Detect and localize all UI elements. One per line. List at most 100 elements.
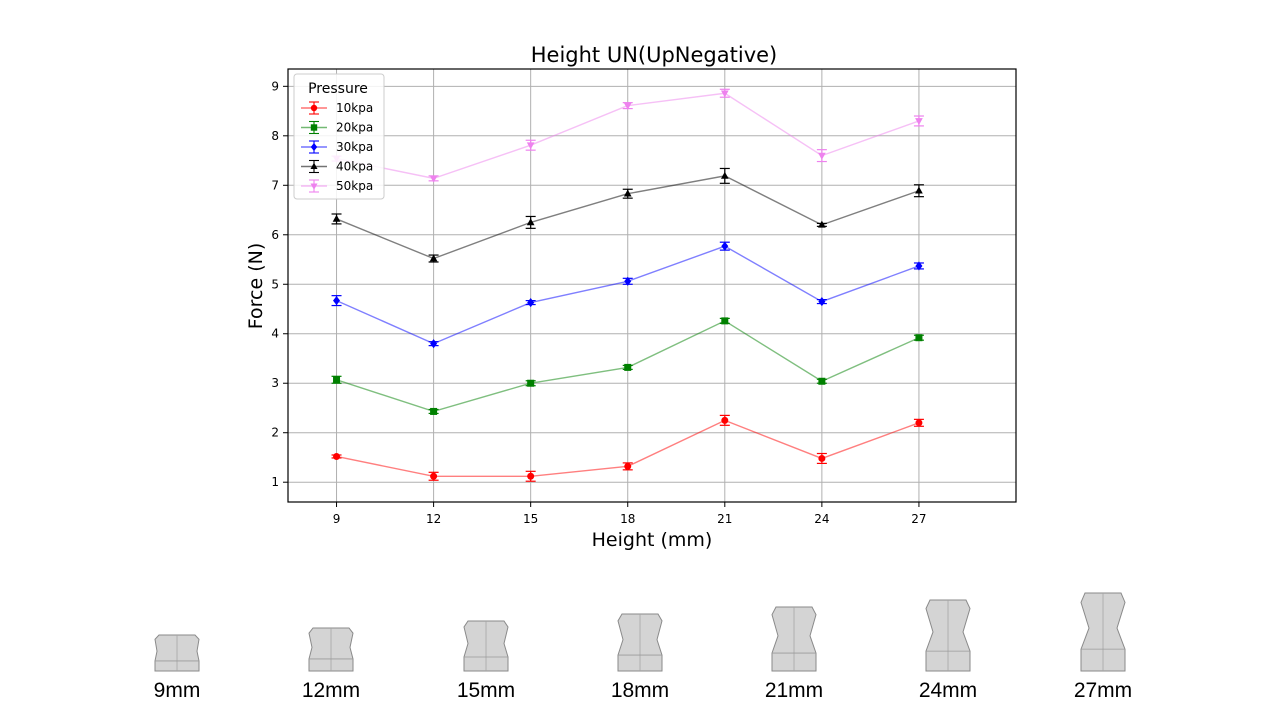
shape-label: 24mm [918,679,978,702]
data-point [527,472,535,480]
actuator-shape-icon [925,599,971,672]
legend-marker [310,183,318,190]
series-20kpa [331,317,924,415]
data-point [623,102,632,110]
series-10kpa [331,414,924,482]
shape-label: 15mm [456,679,516,702]
actuator-shape-icon [154,634,200,672]
legend-entry-30kpa: 30kpa [301,140,373,154]
data-point [429,175,438,183]
plot-frame [287,68,1017,503]
x-tick-label: 12 [426,512,441,526]
data-point [721,241,729,251]
y-tick-label: 9 [271,79,279,93]
data-point [624,462,632,470]
data-point [623,189,632,197]
height-shape-row: 9mm 12mm 15mm 18mm 21mm 24mm 27mm [0,585,1280,705]
data-point [915,261,923,271]
data-point [721,317,729,325]
shape-label: 18mm [610,679,670,702]
data-point [430,407,438,415]
x-tick-label: 27 [911,512,926,526]
x-tick-label: 21 [717,512,732,526]
data-point [915,419,923,427]
x-tick-label: 9 [333,512,341,526]
data-point [721,416,729,424]
data-point [430,472,438,480]
x-tick-label: 24 [814,512,829,526]
legend-label: 40kpa [336,160,373,174]
data-point [624,276,632,286]
legend-label: 50kpa [336,179,373,193]
legend-label: 30kpa [336,140,373,154]
data-point [720,171,729,179]
data-point [818,377,826,385]
legend-marker [310,104,318,112]
legend-label: 20kpa [336,121,373,135]
y-tick-label: 8 [271,129,279,143]
y-tick-label: 4 [271,327,279,341]
legend-entries: 10kpa 20kpa 30kpa 40kpa 50kpa [301,101,373,193]
legend-entry-50kpa: 50kpa [301,179,373,193]
legend-entry-10kpa: 10kpa [301,101,373,115]
y-tick-label: 3 [271,376,279,390]
shape-12mm: 12mm [276,585,386,703]
legend-marker [310,142,318,152]
shape-27mm: 27mm [1048,585,1158,703]
data-point [333,296,341,306]
data-point [624,363,632,371]
data-point [526,218,535,226]
shape-9mm: 9mm [122,585,232,703]
shape-label: 27mm [1073,679,1133,702]
series-40kpa [331,167,924,263]
y-axis-label: Force (N) [245,243,267,329]
data-point [333,376,341,384]
shape-24mm: 24mm [893,585,1003,703]
legend-title: Pressure [308,81,368,97]
data-point [430,339,438,349]
grid-lines [288,69,1016,502]
data-point [527,298,535,308]
legend-marker [310,124,318,131]
legend-entry-20kpa: 20kpa [301,121,373,135]
data-point [915,186,923,194]
x-tick-label: 15 [523,512,538,526]
data-point [333,452,341,460]
shape-15mm: 15mm [431,585,541,703]
actuator-shape-icon [308,627,354,672]
data-point [429,254,438,262]
chart-title: Height UN(UpNegative) [531,43,778,67]
data-point [915,118,923,126]
actuator-shape-icon [617,613,663,672]
series-layer [331,88,924,482]
data-point [915,334,923,342]
y-tick-label: 1 [271,475,279,489]
shape-21mm: 21mm [739,585,849,703]
data-point [818,152,826,160]
y-tick-label: 7 [271,178,279,192]
shape-label: 12mm [301,679,361,702]
actuator-shape-icon [463,620,509,672]
y-tick-label: 6 [271,228,279,242]
data-point [527,379,535,387]
x-tick-label: 18 [620,512,635,526]
legend-entry-40kpa: 40kpa [301,160,373,174]
series-30kpa [331,241,924,349]
shape-18mm: 18mm [585,585,695,703]
data-point [526,142,535,150]
x-axis-label: Height (mm) [592,529,713,551]
y-tick-label: 5 [271,277,279,291]
legend-label: 10kpa [336,101,373,115]
legend-marker [310,162,318,170]
data-point [818,454,826,462]
actuator-shape-icon [1080,592,1126,672]
data-point [818,220,826,228]
data-point [818,297,826,307]
data-point [332,214,341,222]
actuator-shape-icon [771,606,817,672]
shape-label: 9mm [153,679,201,702]
y-tick-label: 2 [271,426,279,440]
legend: Pressure 10kpa 20kpa 30kpa 40kpa 50kpa [293,73,385,200]
